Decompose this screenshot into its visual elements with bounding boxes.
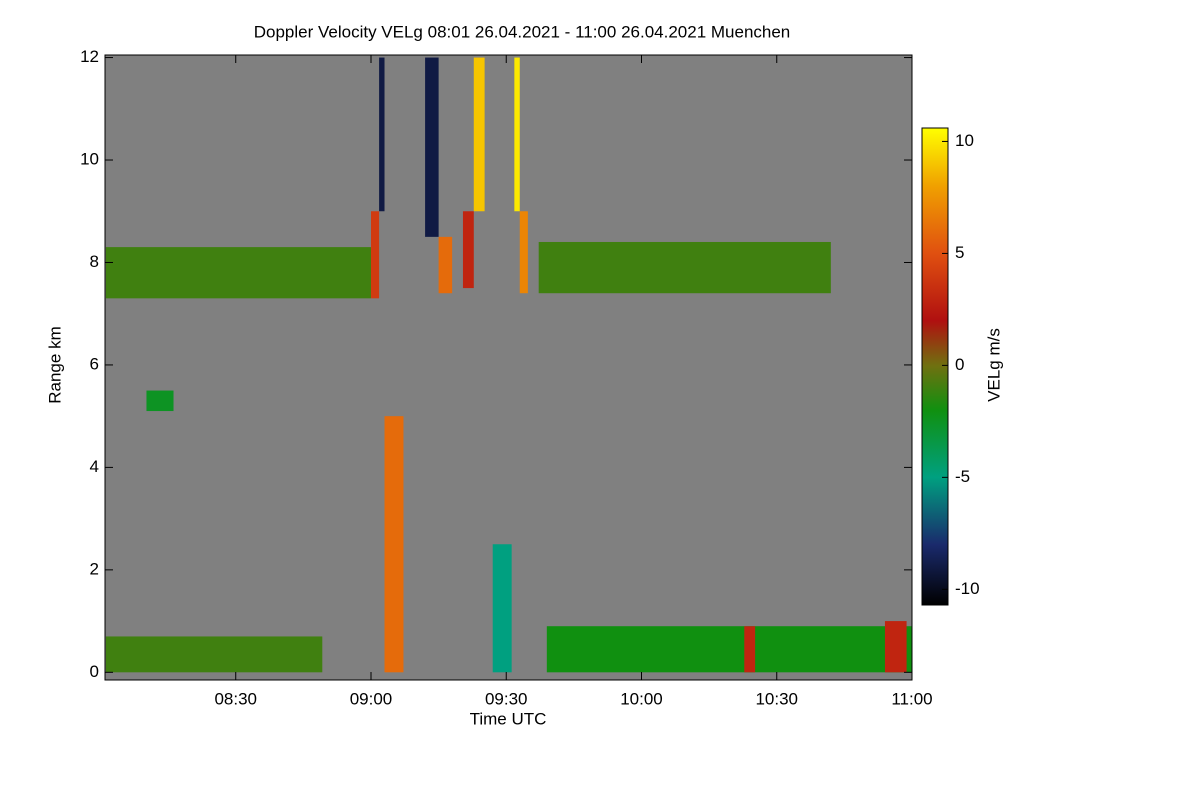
y-tick-label: 12 bbox=[80, 47, 99, 66]
x-tick-label: 09:00 bbox=[350, 689, 393, 708]
y-tick-label: 6 bbox=[90, 354, 99, 373]
heatmap-cell bbox=[384, 416, 404, 673]
heatmap-cell bbox=[492, 544, 512, 673]
plot-frame bbox=[104, 54, 913, 681]
y-tick-label: 4 bbox=[90, 457, 99, 476]
colorbar-tick-label: -10 bbox=[955, 579, 980, 598]
heatmap-cell bbox=[473, 57, 485, 212]
heatmap-cell bbox=[744, 626, 756, 673]
x-tick-label: 08:30 bbox=[214, 689, 257, 708]
x-tick-label: 09:30 bbox=[485, 689, 528, 708]
heatmap-cell bbox=[438, 236, 453, 294]
heatmap-cell bbox=[462, 211, 474, 289]
x-axis-label: Time UTC bbox=[470, 709, 547, 728]
x-tick-label: 10:30 bbox=[755, 689, 798, 708]
heatmap-cell bbox=[425, 57, 439, 237]
colorbar-tick-label: -5 bbox=[955, 467, 970, 486]
heatmap-cell bbox=[105, 636, 323, 673]
colorbar-tick-label: 5 bbox=[955, 243, 964, 262]
y-axis-label: Range km bbox=[45, 326, 64, 403]
x-tick-label: 11:00 bbox=[891, 689, 932, 708]
heatmap-cell bbox=[370, 211, 380, 299]
y-tick-label: 8 bbox=[90, 252, 99, 271]
heatmap-cell bbox=[538, 241, 831, 294]
heatmap-cell bbox=[519, 211, 528, 294]
y-tick-label: 0 bbox=[90, 662, 99, 681]
heatmap-cell bbox=[379, 57, 385, 212]
y-tick-label: 2 bbox=[90, 559, 99, 578]
chart-title: Doppler Velocity VELg 08:01 26.04.2021 -… bbox=[254, 22, 791, 41]
y-tick-label: 10 bbox=[80, 150, 99, 169]
colorbar-label: VELg m/s bbox=[984, 328, 1003, 402]
x-tick-label: 10:00 bbox=[620, 689, 663, 708]
heatmap-cell bbox=[146, 390, 174, 412]
colorbar-tick-label: 10 bbox=[955, 131, 974, 150]
heatmap-cell bbox=[514, 57, 520, 212]
heatmap-cell bbox=[884, 621, 907, 673]
heatmap-cell bbox=[105, 247, 371, 299]
heatmap-cell bbox=[546, 626, 912, 673]
colorbar bbox=[921, 127, 949, 606]
colorbar-tick-label: 0 bbox=[955, 355, 964, 374]
